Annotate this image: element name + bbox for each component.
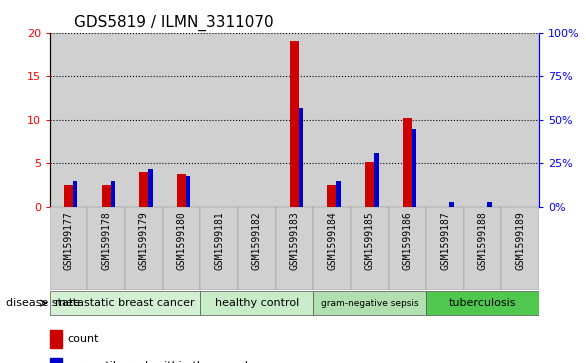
Text: GSM1599189: GSM1599189 [515, 211, 525, 270]
Bar [163, 33, 200, 207]
Text: GSM1599187: GSM1599187 [440, 211, 450, 270]
Bar [299, 107, 304, 207]
Text: tuberculosis: tuberculosis [449, 298, 516, 308]
Bar [412, 129, 416, 207]
Bar [403, 118, 412, 207]
Bar [426, 291, 539, 315]
Text: GSM1599184: GSM1599184 [327, 211, 337, 270]
Bar [87, 207, 125, 290]
Bar [125, 207, 163, 290]
Bar [336, 181, 341, 207]
Text: gram-negative sepsis: gram-negative sepsis [321, 299, 418, 307]
Text: count: count [67, 334, 99, 344]
Bar [351, 207, 389, 290]
Bar [163, 207, 200, 290]
Bar [64, 185, 73, 207]
Bar [101, 185, 111, 207]
Text: GDS5819 / ILMN_3311070: GDS5819 / ILMN_3311070 [74, 15, 274, 31]
Bar [73, 181, 77, 207]
Text: GSM1599178: GSM1599178 [101, 211, 111, 270]
Text: GSM1599180: GSM1599180 [176, 211, 186, 270]
Bar [314, 207, 351, 290]
Bar [148, 168, 153, 207]
Text: GSM1599181: GSM1599181 [214, 211, 224, 270]
Text: GSM1599177: GSM1599177 [64, 211, 74, 270]
Bar [238, 207, 275, 290]
Bar [275, 33, 314, 207]
Bar [464, 33, 502, 207]
Bar [200, 33, 238, 207]
Bar [50, 33, 87, 207]
Text: percentile rank within the sample: percentile rank within the sample [67, 361, 255, 363]
Bar [389, 33, 426, 207]
Text: healthy control: healthy control [214, 298, 299, 308]
Bar [200, 291, 314, 315]
Bar [50, 207, 87, 290]
Bar [426, 207, 464, 290]
Bar [139, 172, 149, 207]
Bar [449, 202, 454, 207]
Text: GSM1599179: GSM1599179 [139, 211, 149, 270]
Bar [125, 33, 163, 207]
Bar [289, 41, 299, 207]
Bar [87, 33, 125, 207]
Bar [314, 291, 426, 315]
Bar [389, 207, 426, 290]
Bar [314, 33, 351, 207]
Text: disease state: disease state [6, 298, 80, 308]
Bar [275, 207, 314, 290]
Bar [426, 33, 464, 207]
Text: GSM1599183: GSM1599183 [289, 211, 299, 270]
Bar [351, 33, 389, 207]
Bar [50, 330, 62, 348]
Bar [502, 33, 539, 207]
Bar [50, 291, 200, 315]
Bar [374, 153, 379, 207]
Bar [502, 207, 539, 290]
Text: GSM1599185: GSM1599185 [364, 211, 374, 270]
Bar [328, 185, 337, 207]
Bar [50, 358, 62, 363]
Bar [464, 207, 502, 290]
Bar [111, 181, 115, 207]
Text: metastatic breast cancer: metastatic breast cancer [55, 298, 195, 308]
Bar [487, 202, 492, 207]
Bar [200, 207, 238, 290]
Text: GSM1599186: GSM1599186 [403, 211, 413, 270]
Bar [186, 176, 190, 207]
Text: GSM1599188: GSM1599188 [478, 211, 488, 270]
Bar [365, 162, 374, 207]
Bar [177, 174, 186, 207]
Bar [238, 33, 275, 207]
Text: GSM1599182: GSM1599182 [252, 211, 262, 270]
